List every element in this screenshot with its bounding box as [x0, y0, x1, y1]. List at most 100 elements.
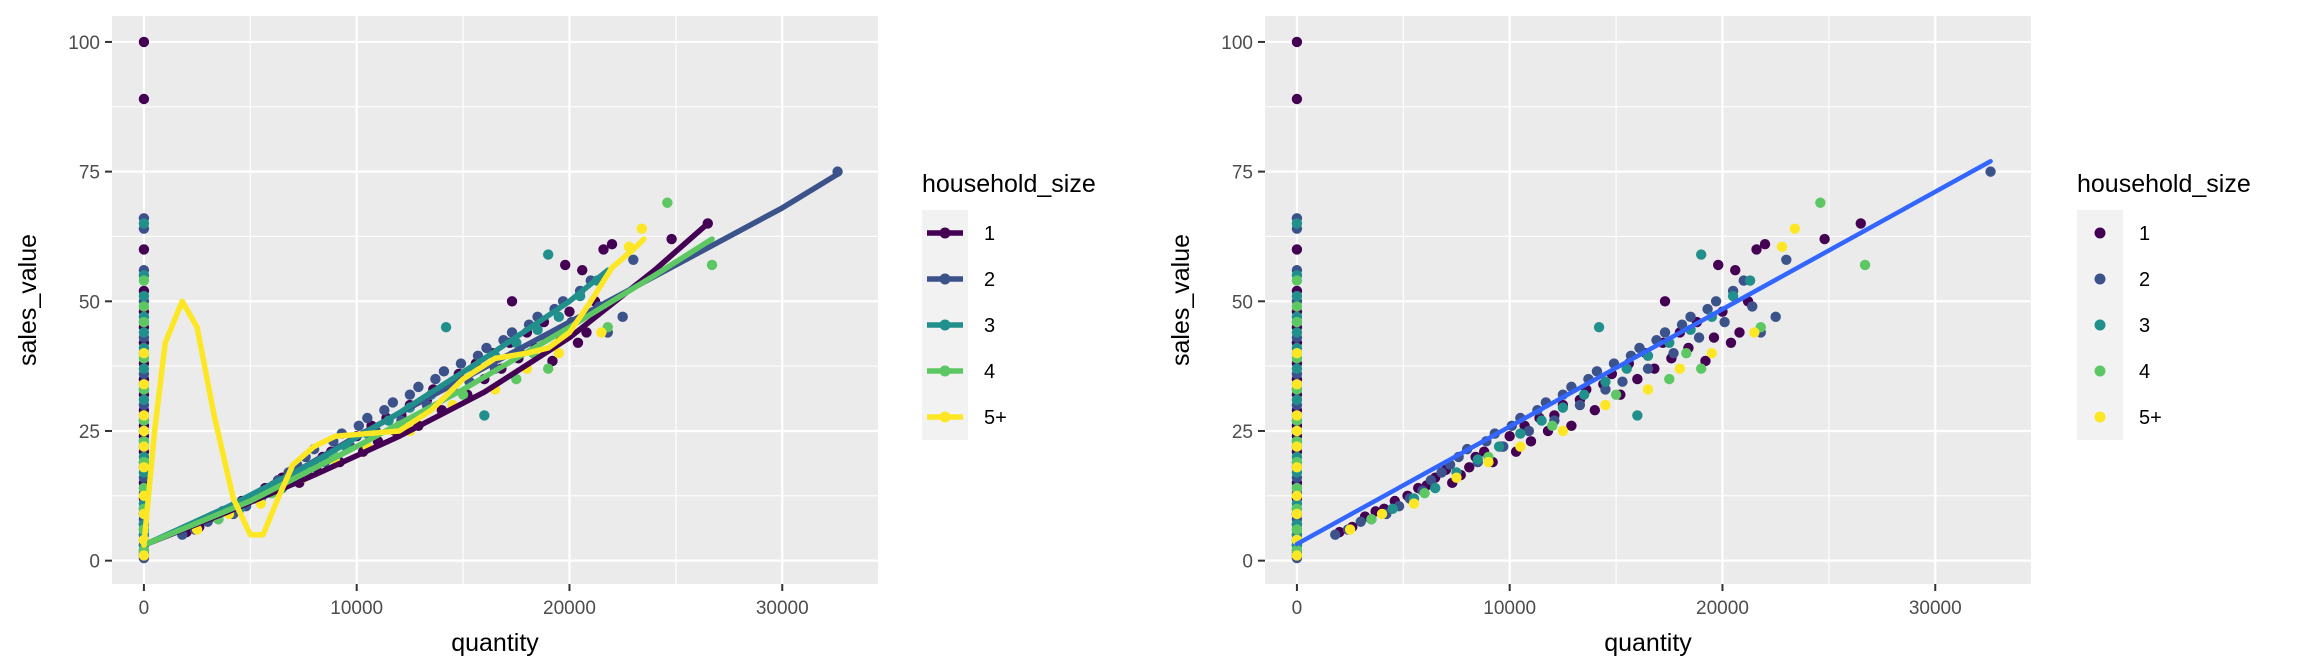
legend-label: 1	[2139, 223, 2150, 245]
data-point	[1751, 244, 1762, 255]
data-point	[1291, 244, 1303, 255]
data-point	[1693, 332, 1705, 343]
data-point	[1770, 311, 1781, 323]
data-point	[1291, 550, 1303, 561]
x-tick-label: 30000	[756, 598, 809, 619]
data-point	[1515, 428, 1526, 439]
legend-label: 2	[984, 269, 995, 291]
data-point	[1291, 394, 1303, 406]
data-point	[1419, 488, 1430, 499]
x-axis-title: quantity	[451, 629, 539, 657]
data-point	[553, 347, 565, 359]
data-point	[1483, 456, 1494, 468]
data-point	[666, 233, 677, 245]
data-point	[1708, 332, 1720, 343]
data-point	[1504, 430, 1515, 442]
data-point	[577, 264, 588, 276]
data-point	[1291, 316, 1303, 328]
legend-label: 1	[984, 223, 995, 245]
data-point	[1685, 311, 1696, 323]
data-point	[1291, 379, 1303, 390]
data-point	[138, 550, 150, 561]
data-point	[413, 381, 424, 393]
y-tick-label: 75	[1232, 163, 1253, 184]
data-point	[1408, 498, 1420, 509]
x-tick-label: 10000	[1483, 598, 1536, 619]
data-point	[547, 355, 558, 367]
data-point	[1789, 223, 1801, 234]
data-point	[1859, 259, 1871, 271]
data-point	[1536, 415, 1547, 426]
legend-label: 5+	[2139, 407, 2162, 429]
data-point	[1344, 524, 1356, 535]
data-point	[1719, 316, 1730, 328]
data-point	[1600, 399, 1611, 411]
data-point	[138, 379, 150, 390]
data-point	[138, 93, 150, 105]
data-point	[404, 389, 416, 400]
legend-key-point	[2094, 365, 2106, 377]
data-point	[138, 363, 150, 374]
y-axis-title: sales_value	[14, 234, 42, 366]
legend-key-point	[2094, 273, 2106, 285]
series-line-3	[141, 267, 611, 548]
data-point	[1291, 347, 1303, 359]
y-tick-label: 0	[89, 552, 100, 573]
data-point	[1574, 399, 1586, 411]
data-point	[1730, 264, 1741, 276]
data-point	[1706, 347, 1718, 359]
y-tick-label: 25	[1232, 422, 1253, 443]
data-point	[138, 275, 150, 286]
data-point	[1515, 441, 1526, 452]
data-point	[1681, 347, 1692, 359]
data-point	[1578, 389, 1590, 400]
y-tick-label: 100	[1221, 33, 1253, 54]
data-point	[572, 337, 584, 348]
legend-label: 5+	[984, 407, 1007, 429]
data-point	[1617, 376, 1628, 387]
data-point	[1566, 420, 1577, 431]
data-point	[1366, 513, 1377, 525]
data-point	[1600, 376, 1611, 387]
data-point	[1557, 425, 1569, 437]
data-point	[1668, 347, 1679, 359]
data-point	[1523, 425, 1535, 437]
chart-panel-1: 0 10000 20000 30000 0 25 50 75 100 quantity sales_…	[14, 16, 1096, 657]
legend-key-point	[939, 411, 951, 423]
data-point	[1425, 475, 1437, 486]
data-point	[1291, 410, 1303, 421]
legend: household_size 1 2 3 4 5+	[2077, 170, 2251, 440]
data-point	[430, 373, 441, 385]
x-tick-label: 30000	[1909, 598, 1962, 619]
data-point	[1600, 384, 1611, 395]
data-point	[596, 327, 607, 338]
data-point	[1985, 166, 1996, 177]
x-tick-label: 20000	[543, 598, 596, 619]
data-point	[438, 366, 450, 377]
y-axis-title: sales_value	[1167, 234, 1195, 366]
x-tick-label: 20000	[1696, 598, 1749, 619]
x-tick-label: 0	[1292, 598, 1303, 619]
data-point	[387, 397, 399, 408]
data-point	[1695, 249, 1707, 260]
data-point	[1710, 296, 1722, 307]
data-point	[455, 358, 467, 369]
data-point	[1781, 254, 1792, 265]
data-point	[1436, 467, 1447, 478]
legend-label: 3	[2139, 315, 2150, 337]
y-tick-label: 100	[68, 33, 100, 54]
legend-key-point	[2094, 411, 2106, 423]
data-point	[1593, 322, 1605, 333]
data-point	[1776, 241, 1788, 253]
series-line-5plus	[141, 236, 647, 548]
data-point	[1695, 363, 1707, 374]
data-point	[1659, 327, 1671, 338]
data-point	[440, 322, 452, 333]
data-point	[1291, 327, 1303, 338]
data-point	[1376, 508, 1388, 520]
legend-label: 4	[2139, 361, 2150, 383]
legend-key-point	[2094, 319, 2106, 331]
data-point	[628, 254, 639, 265]
x-axis: 0 10000 20000 30000	[139, 584, 809, 619]
